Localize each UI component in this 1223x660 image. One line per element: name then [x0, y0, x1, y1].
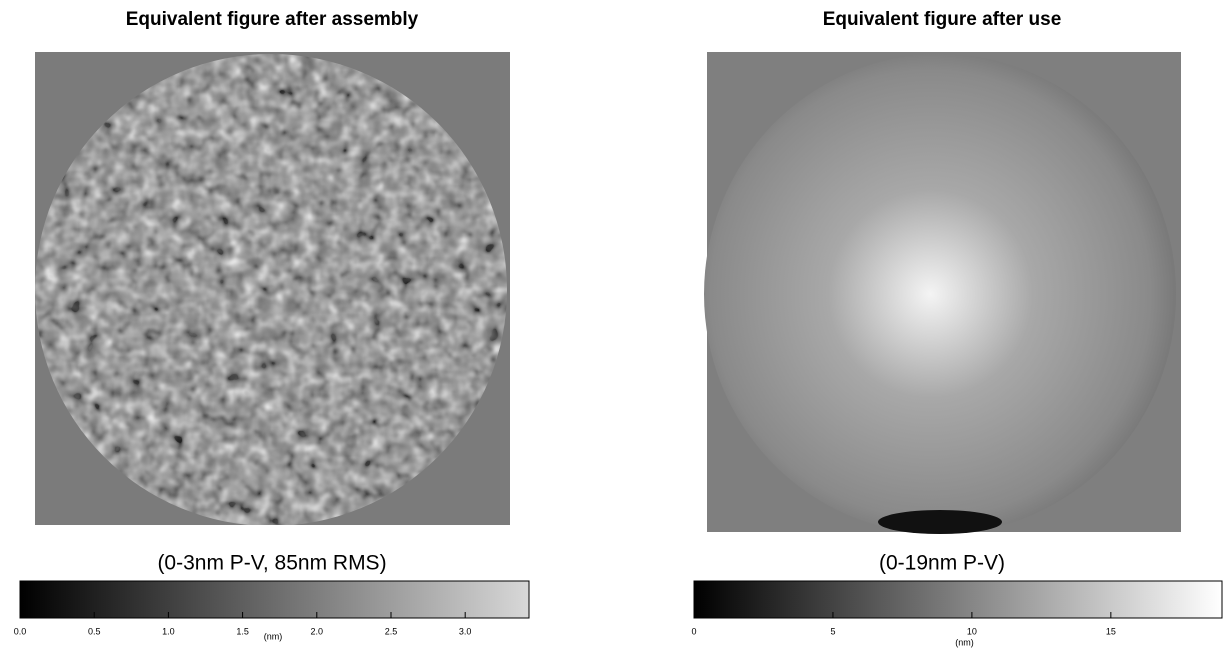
tick-label: 2.0 [311, 626, 324, 636]
colorbar [19, 580, 530, 619]
tick-label: 1.5 [236, 626, 249, 636]
tick-label: 0.5 [88, 626, 101, 636]
tick-label: 0.0 [14, 626, 27, 636]
tick-label: 10 [967, 626, 977, 636]
tick-label: 15 [1106, 626, 1116, 636]
tick-label: 5 [830, 626, 835, 636]
map-assembly [35, 52, 510, 525]
tick-label: 3.0 [459, 626, 472, 636]
colorbar [693, 580, 1223, 619]
unit-label: (nm) [264, 631, 283, 641]
tick-label: 2.5 [385, 626, 398, 636]
panel-title: Equivalent figure after use [823, 9, 1062, 30]
unit-label: (nm) [955, 637, 974, 647]
caption: (0-19nm P-V) [879, 552, 1005, 575]
panel-title: Equivalent figure after assembly [126, 9, 419, 30]
map-use [704, 52, 1181, 534]
tick-label: 1.0 [162, 626, 175, 636]
tick-label: 0 [691, 626, 696, 636]
caption: (0-3nm P-V, 85nm RMS) [157, 552, 386, 575]
